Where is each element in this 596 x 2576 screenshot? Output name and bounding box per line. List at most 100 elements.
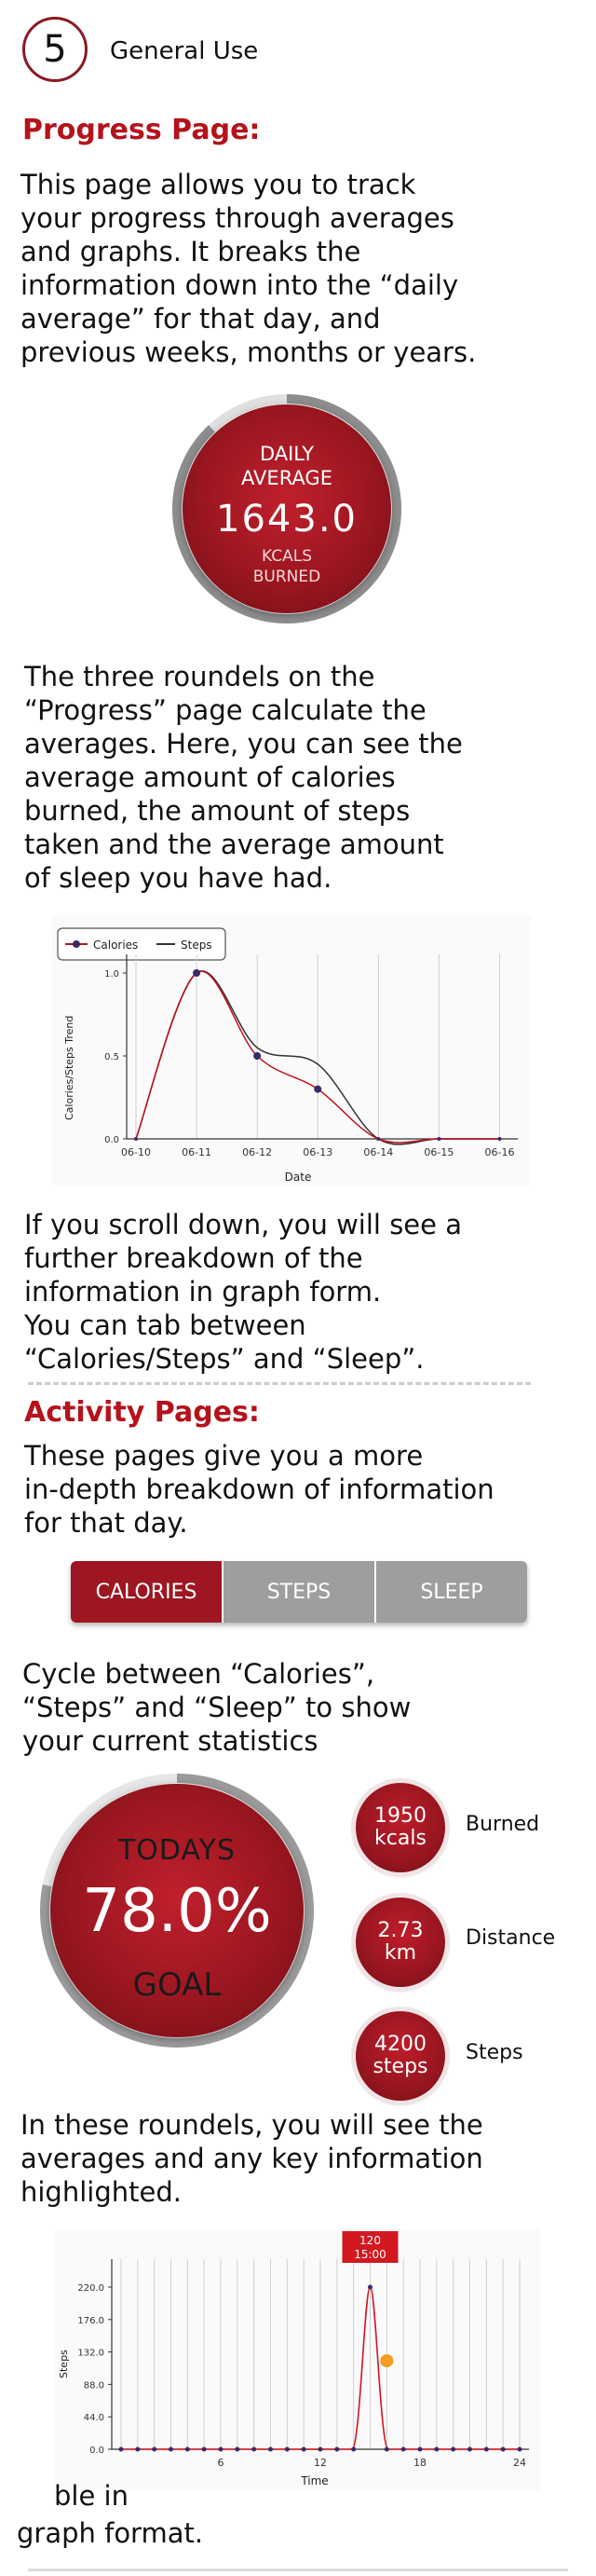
trend-point-calories — [134, 1137, 138, 1141]
trend-ytick: 0.5 — [104, 1052, 119, 1062]
trend-xtick: 06-12 — [242, 1146, 272, 1158]
daily-label-1: DAILY — [259, 443, 315, 465]
stat-burned-value: 1950 — [374, 1804, 427, 1828]
footer-line-1: ble in — [54, 2480, 129, 2512]
steps-ylabel: Steps — [58, 2350, 70, 2378]
stat-roundel-steps: 4200 steps — [356, 2011, 445, 2101]
section-divider — [28, 1382, 531, 1385]
steps-point — [152, 2446, 157, 2452]
trend-point-calories — [193, 969, 201, 977]
steps-point — [334, 2446, 340, 2452]
goal-ring — [40, 1774, 314, 2048]
trend-xtick: 06-10 — [121, 1146, 151, 1158]
steps-point — [318, 2446, 323, 2452]
steps-point — [483, 2446, 489, 2452]
trend-xtick: 06-11 — [182, 1146, 211, 1158]
tab-calories[interactable]: CALORIES — [71, 1561, 222, 1623]
progress-heading: Progress Page: — [22, 114, 261, 146]
steps-ytick: 44.0 — [84, 2413, 104, 2423]
steps-tooltip-box — [342, 2231, 399, 2263]
activity-intro: These pages give you a more in-depth brea… — [24, 1440, 494, 1539]
steps-xtick: 6 — [218, 2457, 224, 2469]
activity-tabs: CALORIES STEPS SLEEP — [71, 1561, 527, 1623]
steps-point — [500, 2446, 506, 2452]
steps-point — [400, 2446, 406, 2452]
goal-label-2: GOAL — [132, 1966, 222, 2004]
section-number: 5 — [22, 17, 88, 82]
goal-label-1: TODAYS — [117, 1834, 237, 1867]
steps-point — [368, 2284, 372, 2290]
stat-roundel-distance: 2.73 km — [356, 1898, 445, 1987]
steps-point — [384, 2446, 389, 2452]
daily-average-ring — [172, 394, 401, 623]
trend-series-calories — [135, 970, 500, 1144]
goal-value: 78.0% — [82, 1877, 272, 1946]
steps-point — [517, 2446, 522, 2452]
steps-point — [467, 2446, 472, 2452]
activity-heading: Activity Pages: — [24, 1396, 260, 1429]
steps-tooltip-value: 120 — [359, 2234, 381, 2247]
daily-label-2: AVERAGE — [241, 467, 332, 489]
progress-text2: The three roundels on the “Progress” page… — [24, 661, 463, 894]
stat-burned-label: Burned — [466, 1813, 540, 1836]
steps-point — [135, 2446, 141, 2452]
stat-steps-value: 4200 — [374, 2033, 427, 2056]
steps-chart: Steps Time 6 12 18 24 220.0 176.0 132.0 88.0 44.… — [54, 2229, 540, 2490]
stat-distance-unit: km — [384, 1941, 417, 1965]
steps-point — [235, 2446, 240, 2452]
trend-xtick: 06-14 — [363, 1146, 393, 1158]
stat-roundel-burned: 1950 kcals — [356, 1783, 445, 1872]
steps-point — [169, 2446, 173, 2452]
daily-average-roundel: DAILY AVERAGE 1643.0 KCALS BURNED — [171, 384, 402, 634]
stat-burned-unit: kcals — [374, 1827, 427, 1850]
steps-ytick: 176.0 — [77, 2316, 104, 2326]
steps-ytick: 220.0 — [77, 2283, 104, 2294]
tab-steps[interactable]: STEPS — [222, 1561, 374, 1623]
steps-xtick: 12 — [314, 2457, 327, 2469]
stat-distance-label: Distance — [466, 1926, 556, 1950]
steps-xtick: 18 — [413, 2457, 427, 2469]
steps-ytick: 132.0 — [77, 2349, 104, 2359]
steps-point — [268, 2446, 273, 2452]
steps-point — [218, 2446, 224, 2452]
cycle-text: Cycle between “Calories”, “Steps” and “Sl… — [22, 1658, 412, 1757]
steps-ytick: 0.0 — [89, 2446, 104, 2456]
trend-point-calories — [314, 1085, 322, 1093]
steps-xtick: 24 — [513, 2457, 526, 2469]
stat-steps-unit: steps — [372, 2055, 428, 2078]
steps-highlight-point — [380, 2354, 394, 2368]
trend-point-calories — [437, 1137, 441, 1141]
trend-chart: Calories Steps Calories/Steps Trend Date… — [52, 915, 531, 1185]
legend-calories-label: Calories — [93, 939, 138, 952]
trend-xtick: 06-16 — [484, 1146, 514, 1158]
trend-point-calories — [497, 1137, 502, 1141]
trend-legend — [57, 927, 226, 961]
steps-point — [118, 2446, 124, 2452]
legend-steps-label: Steps — [181, 939, 212, 952]
section-title: General Use — [110, 37, 259, 65]
steps-point — [417, 2446, 423, 2452]
daily-unit-1: KCALS — [262, 547, 312, 566]
trend-point-calories — [376, 1137, 381, 1141]
steps-xlabel: Time — [300, 2474, 328, 2487]
steps-ytick: 88.0 — [84, 2380, 104, 2391]
progress-intro: This page allows you to track your progre… — [20, 169, 477, 368]
steps-point — [184, 2446, 190, 2452]
steps-tooltip-time: 15:00 — [354, 2248, 386, 2261]
steps-point — [201, 2446, 207, 2452]
trend-point-calories — [253, 1052, 262, 1060]
legend-calories-marker — [73, 940, 80, 948]
trend-xtick: 06-13 — [303, 1146, 332, 1158]
stat-steps-label: Steps — [466, 2041, 523, 2064]
progress-text3: If you scroll down, you will see a furthe… — [24, 1209, 462, 1375]
daily-average-value: 1643.0 — [216, 498, 358, 541]
steps-point — [301, 2446, 306, 2452]
daily-unit-2: BURNED — [252, 568, 321, 586]
steps-point — [451, 2446, 456, 2452]
stat-distance-value: 2.73 — [377, 1919, 424, 1942]
steps-point — [251, 2446, 257, 2452]
trend-ytick: 0.0 — [104, 1135, 119, 1145]
trend-xtick: 06-15 — [424, 1146, 454, 1158]
trend-ytick: 1.0 — [104, 969, 119, 980]
tab-sleep[interactable]: SLEEP — [374, 1561, 527, 1623]
